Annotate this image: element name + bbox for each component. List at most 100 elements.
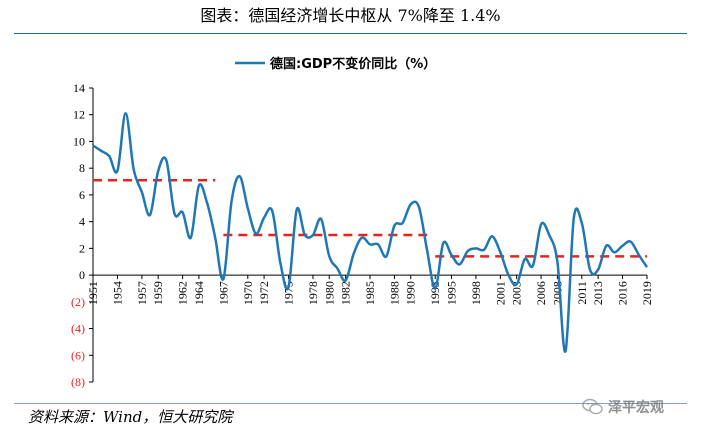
x-tick-label: 2011 bbox=[575, 281, 589, 305]
data-point bbox=[638, 254, 640, 256]
y-tick-label: (4) bbox=[71, 322, 85, 336]
x-tick-label: 1988 bbox=[387, 281, 401, 305]
data-point bbox=[133, 168, 135, 170]
data-point bbox=[100, 150, 102, 152]
x-tick-label: 1970 bbox=[241, 281, 255, 305]
x-tick-label: 1967 bbox=[216, 281, 230, 305]
y-tick-label: 14 bbox=[73, 81, 85, 95]
footer-divider bbox=[14, 403, 687, 404]
data-point bbox=[491, 235, 493, 237]
data-point bbox=[222, 278, 224, 280]
y-tick-label: 2 bbox=[79, 241, 85, 255]
gdp-line-chart: 德国:GDP不变价同比（%） 14 12 10 8 6 4 2 0 (2) (4) (6) (8) 195… bbox=[71, 56, 654, 389]
data-point bbox=[296, 208, 298, 210]
y-tick-label: 8 bbox=[79, 161, 85, 175]
y-tick-label: 10 bbox=[73, 134, 85, 148]
data-point bbox=[353, 253, 355, 255]
x-tick-label: 2003 bbox=[510, 281, 524, 305]
data-point bbox=[377, 243, 379, 245]
x-tick-label: 1964 bbox=[192, 281, 206, 305]
data-point bbox=[312, 234, 314, 236]
data-point bbox=[573, 218, 575, 220]
data-point bbox=[247, 207, 249, 209]
data-point bbox=[507, 274, 509, 276]
watermark-text: 泽平宏观 bbox=[608, 400, 664, 416]
x-tick-label: 1985 bbox=[363, 281, 377, 305]
data-point bbox=[442, 242, 444, 244]
data-point bbox=[458, 263, 460, 265]
data-point bbox=[181, 211, 183, 213]
data-point bbox=[605, 245, 607, 247]
data-point bbox=[238, 175, 240, 177]
x-tick-label: 1995 bbox=[444, 281, 458, 305]
y-tick-label: (8) bbox=[71, 375, 85, 389]
data-point bbox=[556, 261, 558, 263]
x-tick-label: 1982 bbox=[339, 281, 353, 305]
x-tick-label: 1957 bbox=[135, 281, 149, 305]
data-point bbox=[230, 200, 232, 202]
data-point bbox=[418, 206, 420, 208]
data-point bbox=[613, 251, 615, 253]
data-point bbox=[116, 170, 118, 172]
x-tick-label: 1959 bbox=[151, 281, 165, 305]
data-point bbox=[646, 266, 648, 268]
x-tick-label: 2013 bbox=[591, 281, 605, 305]
data-point bbox=[206, 202, 208, 204]
data-point bbox=[149, 214, 151, 216]
data-point bbox=[548, 234, 550, 236]
data-point bbox=[410, 203, 412, 205]
data-point bbox=[320, 218, 322, 220]
data-point bbox=[597, 269, 599, 271]
data-point bbox=[450, 254, 452, 256]
x-tick-label: 1998 bbox=[469, 281, 483, 305]
y-tick-label: 0 bbox=[79, 268, 85, 282]
data-point bbox=[581, 222, 583, 224]
data-point bbox=[141, 191, 143, 193]
x-tick-label: 1962 bbox=[176, 281, 190, 305]
x-tick-label: 1990 bbox=[404, 281, 418, 305]
data-point bbox=[369, 243, 371, 245]
x-tick-label: 2006 bbox=[534, 281, 548, 305]
y-tick-label: 6 bbox=[79, 188, 85, 202]
data-point bbox=[165, 159, 167, 161]
x-tick-label: 2001 bbox=[493, 281, 507, 305]
x-tick-label: 1951 bbox=[86, 281, 100, 305]
data-point bbox=[157, 170, 159, 172]
source-note: 资料来源：Wind，恒大研究院 bbox=[28, 408, 233, 426]
data-point bbox=[621, 245, 623, 247]
data-point bbox=[108, 155, 110, 157]
data-point bbox=[589, 269, 591, 271]
y-tick-label: 12 bbox=[73, 108, 85, 122]
x-tick-label: 1978 bbox=[306, 281, 320, 305]
y-tick-label: (2) bbox=[71, 295, 85, 309]
wechat-icon bbox=[582, 398, 603, 415]
data-point bbox=[540, 223, 542, 225]
data-point bbox=[255, 233, 257, 235]
title-divider bbox=[14, 33, 687, 34]
data-point bbox=[524, 258, 526, 260]
data-point bbox=[630, 241, 632, 243]
data-point bbox=[564, 350, 566, 352]
data-point bbox=[279, 262, 281, 264]
page-title: 图表：德国经济增长中枢从 7%降至 1.4% bbox=[200, 6, 501, 25]
x-tick-label: 1993 bbox=[428, 281, 442, 305]
data-point bbox=[426, 249, 428, 251]
y-tick-label: (6) bbox=[71, 348, 85, 362]
data-point bbox=[515, 283, 517, 285]
data-point bbox=[304, 234, 306, 236]
data-point bbox=[92, 144, 94, 146]
legend-label: 德国:GDP不变价同比（%） bbox=[270, 56, 436, 72]
data-point bbox=[385, 255, 387, 257]
data-point bbox=[475, 247, 477, 249]
data-point bbox=[198, 184, 200, 186]
data-point bbox=[434, 287, 436, 289]
data-point bbox=[190, 237, 192, 239]
data-point bbox=[336, 267, 338, 269]
x-tick-label: 1954 bbox=[110, 281, 124, 305]
data-point bbox=[263, 216, 265, 218]
x-tick-label: 2008 bbox=[550, 281, 564, 305]
data-point bbox=[467, 250, 469, 252]
x-tick-label: 1972 bbox=[257, 281, 271, 305]
data-point bbox=[499, 251, 501, 253]
data-point bbox=[271, 210, 273, 212]
